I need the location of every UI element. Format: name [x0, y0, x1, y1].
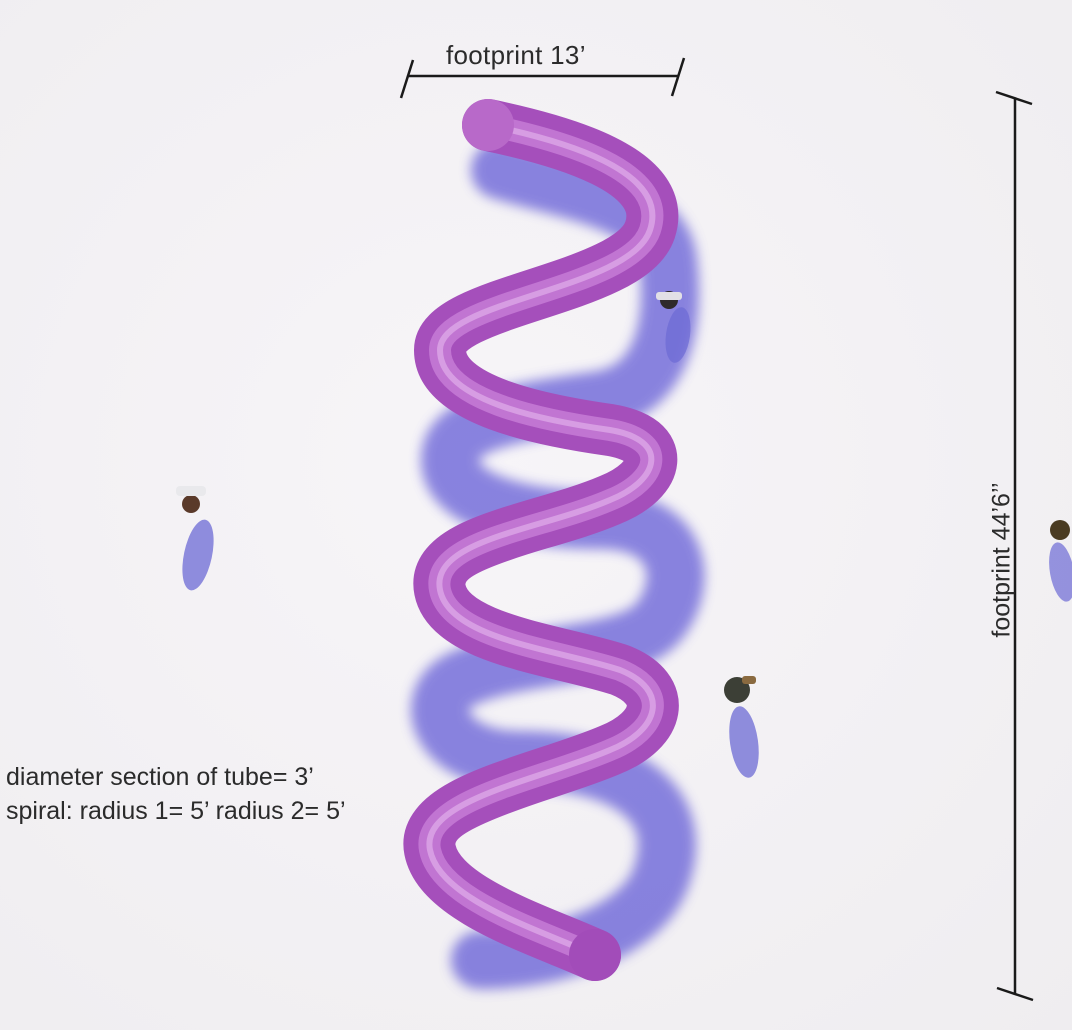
person-figure-1 — [176, 486, 214, 591]
person-figure-2 — [656, 291, 691, 363]
width-dimension-line — [399, 57, 686, 99]
length-dimension-line — [995, 90, 1034, 1002]
spiral-tube — [403, 99, 679, 981]
tube-end-top — [462, 99, 514, 151]
tube-diameter-spec: diameter section of tube= 3’ — [6, 763, 314, 791]
person-figure-4 — [1049, 520, 1072, 602]
spiral-radius-spec: spiral: radius 1= 5’ radius 2= 5’ — [6, 797, 346, 825]
width-dimension-label: footprint 13’ — [446, 40, 586, 70]
person-figure-3 — [724, 676, 759, 778]
spiral-shadow — [411, 141, 705, 989]
length-dimension-label: footprint 44’6’’ — [987, 482, 1016, 638]
tube-end-bottom — [569, 929, 621, 981]
